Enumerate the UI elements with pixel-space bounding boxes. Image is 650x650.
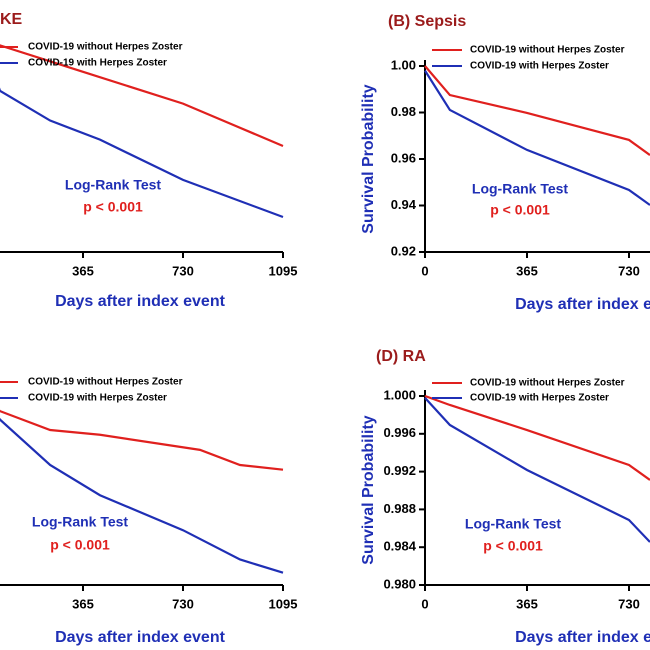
survival-curve	[424, 65, 650, 156]
annotation: Log-Rank Test	[32, 514, 129, 530]
y-axis-label: Survival Probability	[360, 415, 377, 564]
x-tick-label: 1095	[269, 596, 298, 611]
x-tick-label: 730	[172, 263, 194, 278]
legend-label: COVID-19 with Herpes Zoster	[470, 393, 609, 404]
y-tick-label: 1.000	[383, 387, 416, 402]
x-tick-label: 365	[516, 263, 538, 278]
y-tick-label: 0.992	[383, 463, 416, 478]
x-axis-label: Days after index event	[55, 629, 226, 646]
survival-curve	[0, 409, 284, 471]
legend-label: COVID-19 without Herpes Zoster	[470, 45, 625, 56]
annotation: Log-Rank Test	[465, 516, 562, 532]
x-tick-label: 0	[421, 263, 428, 278]
legend-label: COVID-19 without Herpes Zoster	[28, 42, 183, 53]
survival-curve	[424, 394, 650, 481]
legend-label: COVID-19 with Herpes Zoster	[28, 393, 167, 404]
legend-label: COVID-19 with Herpes Zoster	[470, 61, 609, 72]
survival-curve	[0, 44, 284, 148]
x-tick-label: 730	[618, 263, 640, 278]
legend-label: COVID-19 without Herpes Zoster	[28, 377, 183, 388]
annotation: p < 0.001	[50, 537, 110, 553]
y-tick-label: 0.980	[383, 576, 416, 591]
x-axis-label: Days after index event	[55, 293, 226, 310]
x-tick-label: 365	[516, 596, 538, 611]
y-tick-label: 0.98	[391, 104, 416, 119]
y-tick-label: 0.94	[391, 197, 417, 212]
legend-label: COVID-19 without Herpes Zoster	[470, 378, 625, 389]
y-tick-label: 0.96	[391, 150, 416, 165]
x-tick-label: 730	[172, 596, 194, 611]
legend-label: COVID-19 with Herpes Zoster	[28, 58, 167, 69]
y-tick-label: 0.988	[383, 501, 416, 516]
survival-curve	[0, 87, 284, 219]
annotation: p < 0.001	[483, 538, 543, 554]
annotation: p < 0.001	[490, 202, 550, 218]
x-tick-label: 365	[72, 263, 94, 278]
x-tick-label: 365	[72, 596, 94, 611]
y-tick-label: 0.984	[383, 539, 416, 554]
y-tick-label: 0.92	[391, 243, 416, 258]
y-tick-label: 0.996	[383, 425, 416, 440]
survival-curve	[424, 397, 650, 543]
survival-curve	[0, 417, 284, 574]
x-tick-label: 1095	[269, 263, 298, 278]
x-axis-label: Days after index event	[515, 296, 650, 313]
survival-curve	[424, 70, 650, 206]
y-tick-label: 1.00	[391, 57, 416, 72]
x-tick-label: 0	[421, 596, 428, 611]
y-axis-label: Survival Probability	[360, 84, 377, 233]
annotation: p < 0.001	[83, 199, 143, 215]
x-tick-label: 730	[618, 596, 640, 611]
panel-title: KE	[0, 11, 23, 28]
annotation: Log-Rank Test	[472, 181, 569, 197]
annotation: Log-Rank Test	[65, 177, 162, 193]
panel-title: (B) Sepsis	[388, 13, 466, 30]
panel-title: (D) RA	[376, 348, 426, 365]
x-axis-label: Days after index event	[515, 629, 650, 646]
